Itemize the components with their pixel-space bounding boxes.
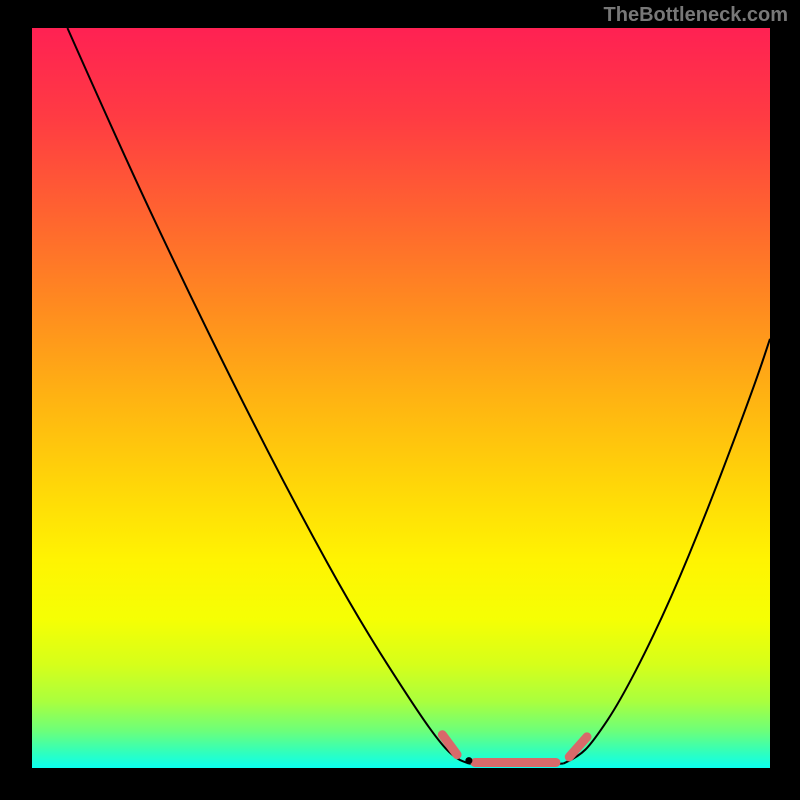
curve-left-branch	[67, 28, 468, 764]
plot-area	[32, 28, 770, 768]
watermark-text: TheBottleneck.com	[604, 4, 788, 27]
marker-dot	[465, 757, 472, 764]
curve-right-branch	[563, 339, 770, 764]
highlight-right	[569, 737, 587, 757]
highlight-left	[442, 735, 457, 755]
curve-layer	[32, 28, 770, 768]
